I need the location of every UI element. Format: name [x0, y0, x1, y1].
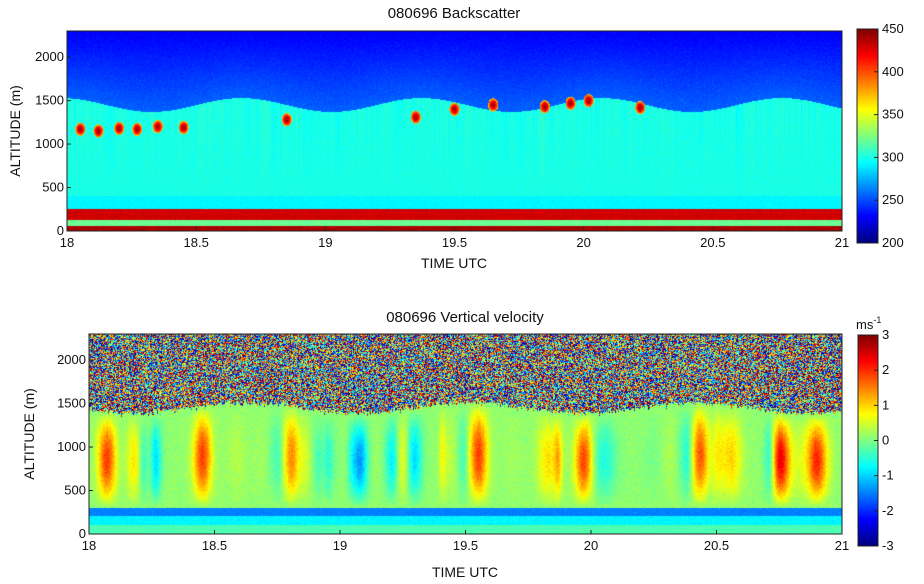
velocity-heatmap — [89, 334, 842, 534]
velocity-colorbar-ticks: -3 -2 -1 0 1 2 3 — [874, 327, 894, 553]
colorbar-tick-label: 350 — [882, 107, 904, 122]
x-tick-label: 21 — [835, 235, 849, 250]
colorbar-tick-label: 400 — [882, 64, 904, 79]
colorbar-tick-label: 450 — [882, 21, 904, 36]
velocity-title: 080696 Vertical velocity — [386, 309, 544, 326]
x-tick-label: 19.5 — [453, 538, 478, 553]
colorbar-tick-label: 300 — [882, 149, 904, 164]
colorbar-tick-label: 200 — [882, 235, 904, 250]
y-tick-label: 500 — [64, 483, 86, 498]
backscatter-heatmap — [67, 31, 842, 231]
x-tick-label: 19 — [318, 235, 332, 250]
y-tick-label: 2000 — [35, 49, 64, 64]
x-tick-label: 21 — [835, 538, 849, 553]
x-tick-label: 18.5 — [202, 538, 227, 553]
velocity-xlabel: TIME UTC — [432, 564, 498, 580]
backscatter-xlabel: TIME UTC — [421, 255, 487, 271]
x-tick-label: 19 — [333, 538, 347, 553]
velocity-y-ticks: 0 500 1000 1500 2000 — [57, 352, 93, 541]
colorbar-tick-label: 1 — [882, 397, 889, 412]
velocity-panel: 080696 Vertical velocity 18 18.5 19 19.5 20 2… — [21, 309, 894, 580]
colorbar-tick-label: -3 — [882, 538, 894, 553]
x-tick-label: 20.5 — [700, 235, 725, 250]
x-tick-label: 20.5 — [704, 538, 729, 553]
x-tick-label: 18 — [60, 235, 74, 250]
y-tick-label: 500 — [42, 180, 64, 195]
backscatter-x-ticks: 18 18.5 19 19.5 20 20.5 21 — [60, 227, 849, 250]
x-tick-label: 18 — [82, 538, 96, 553]
colorbar-tick-label: 2 — [882, 362, 889, 377]
x-tick-label: 20 — [576, 235, 590, 250]
velocity-colorbar — [858, 335, 878, 546]
y-tick-label: 1500 — [57, 396, 86, 411]
x-tick-label: 19.5 — [442, 235, 467, 250]
y-tick-label: 1500 — [35, 93, 64, 108]
backscatter-y-ticks: 0 500 1000 1500 2000 — [35, 49, 71, 238]
y-tick-label: 1000 — [35, 136, 64, 151]
y-tick-label: 1000 — [57, 439, 86, 454]
colorbar-tick-label: -1 — [882, 468, 894, 483]
backscatter-ylabel: ALTITUDE (m) — [7, 85, 23, 177]
backscatter-colorbar — [857, 29, 878, 243]
x-tick-label: 18.5 — [184, 235, 209, 250]
backscatter-panel: 080696 Backscatter 18 18.5 19 19.5 20 20.5 21 … — [7, 5, 904, 271]
backscatter-colorbar-ticks: 200 250 300 350 400 450 — [874, 21, 904, 250]
backscatter-colorbar-frame — [856, 28, 879, 244]
velocity-ylabel: ALTITUDE (m) — [21, 388, 37, 480]
y-tick-label: 0 — [57, 223, 64, 238]
y-tick-label: 0 — [79, 526, 86, 541]
backscatter-title: 080696 Backscatter — [388, 5, 521, 22]
velocity-x-ticks: 18 18.5 19 19.5 20 20.5 21 — [82, 530, 849, 553]
y-tick-label: 2000 — [57, 352, 86, 367]
colorbar-tick-label: -2 — [882, 503, 894, 518]
colorbar-tick-label: 250 — [882, 192, 904, 207]
colorbar-tick-label: 3 — [882, 327, 889, 342]
colorbar-tick-label: 0 — [882, 433, 889, 448]
x-tick-label: 20 — [584, 538, 598, 553]
velocity-colorbar-unit: ms-1 — [856, 315, 881, 332]
